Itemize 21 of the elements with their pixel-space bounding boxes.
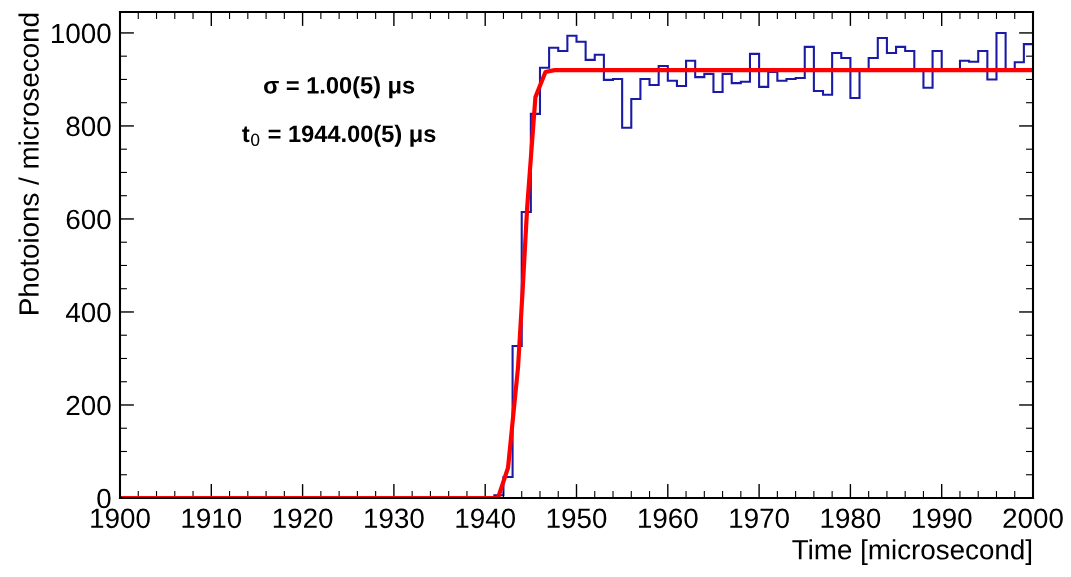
annotation: t$_{0}$ = 1944.00(5) μs <box>242 124 436 147</box>
x-axis-title: Time [microsecond] <box>792 539 1032 566</box>
x-tick-label: 1980 <box>821 508 881 529</box>
y-tick-label: 200 <box>66 395 111 416</box>
y-tick-label: 400 <box>65 302 111 323</box>
y-tick-label: 0 <box>97 488 111 509</box>
y-axis-title: Photoions / microsecond <box>18 13 39 314</box>
x-tick-label: 1910 <box>182 508 242 529</box>
x-tick-label: 1940 <box>456 508 516 529</box>
x-tick-label: 2000 <box>1003 508 1063 529</box>
x-tick-label: 1930 <box>365 508 424 529</box>
x-tick-label: 1900 <box>91 508 150 529</box>
x-tick-label: 1990 <box>912 508 972 529</box>
x-tick-label: 1950 <box>547 508 607 529</box>
y-tick-label: 800 <box>66 116 111 137</box>
y-tick-label: 1000 <box>52 23 111 44</box>
annotation: σ = 1.00(5) μs <box>264 76 415 99</box>
x-tick-label: 1920 <box>273 508 333 529</box>
x-tick-label: 1970 <box>730 508 789 529</box>
x-tick-label: 1960 <box>639 508 698 529</box>
y-tick-label: 600 <box>66 209 111 230</box>
